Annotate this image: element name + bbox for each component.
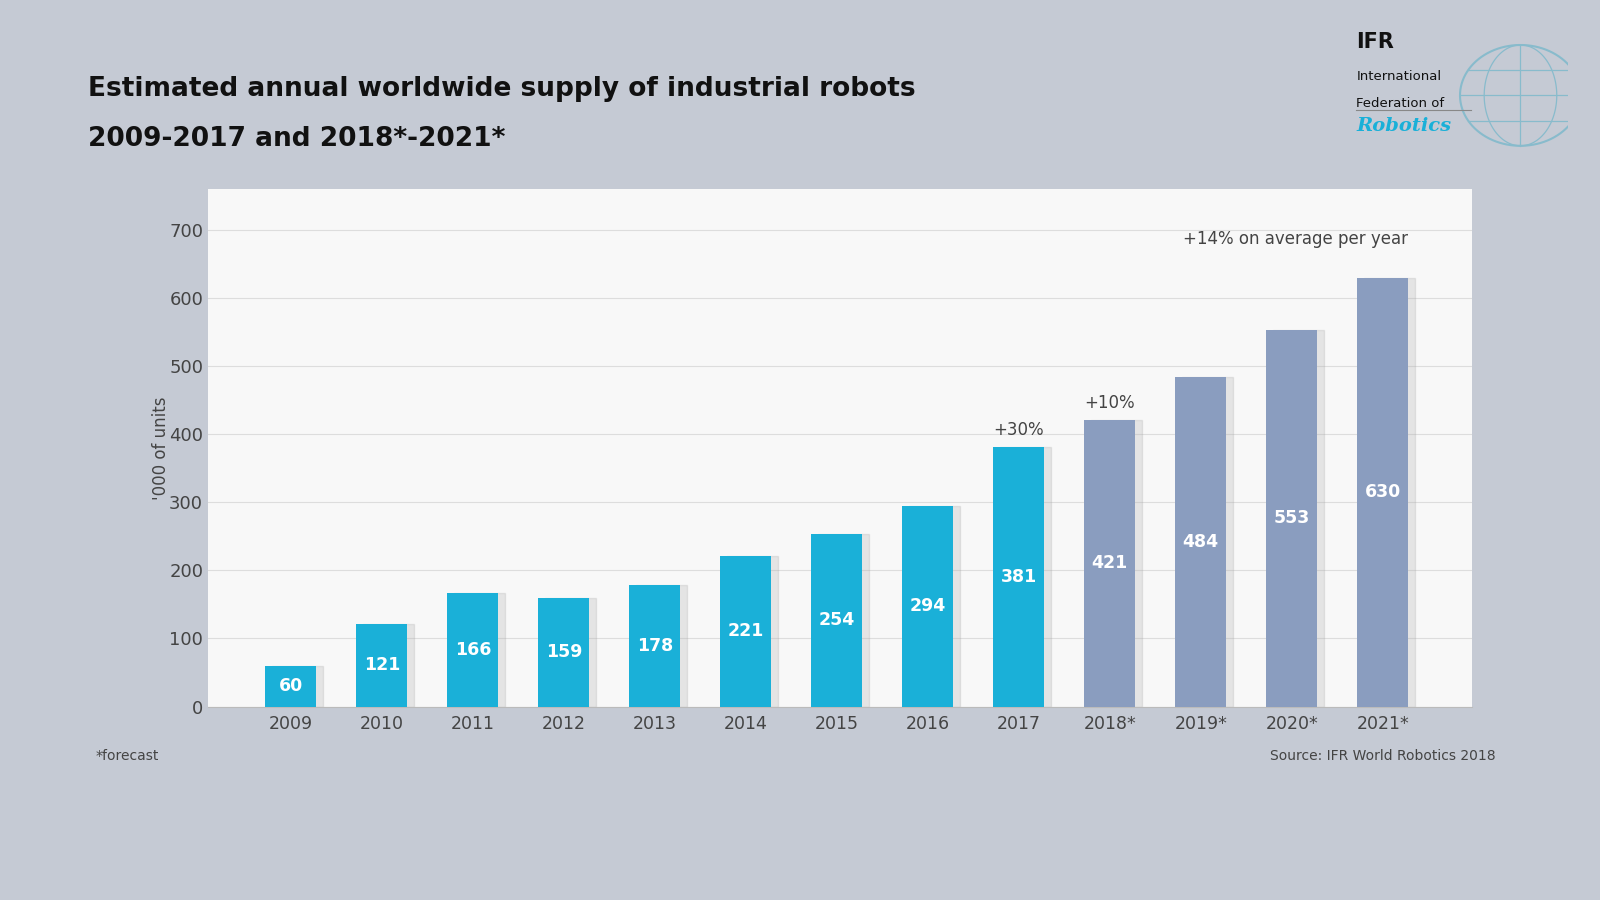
Bar: [1357, 277, 1408, 706]
Bar: [454, 593, 504, 706]
Text: 178: 178: [637, 637, 674, 655]
Bar: [909, 507, 960, 706]
Bar: [266, 666, 317, 706]
Bar: [811, 534, 862, 706]
Bar: [1266, 330, 1317, 706]
Text: 553: 553: [1274, 509, 1310, 527]
Bar: [1085, 419, 1136, 706]
Text: 421: 421: [1091, 554, 1128, 572]
Text: 2009-2017 and 2018*-2021*: 2009-2017 and 2018*-2021*: [88, 126, 506, 152]
Text: +14% on average per year: +14% on average per year: [1182, 230, 1408, 248]
Bar: [629, 585, 680, 706]
Bar: [1091, 419, 1142, 706]
Bar: [538, 598, 589, 706]
Text: 60: 60: [278, 677, 302, 695]
Bar: [544, 598, 595, 706]
Bar: [1272, 330, 1323, 706]
Bar: [994, 447, 1045, 706]
Bar: [1363, 277, 1414, 706]
Text: IFR: IFR: [1357, 32, 1394, 52]
Bar: [720, 556, 771, 707]
Text: 484: 484: [1182, 533, 1219, 551]
Text: 294: 294: [910, 598, 946, 616]
Text: +10%: +10%: [1085, 393, 1134, 411]
Text: 381: 381: [1000, 568, 1037, 586]
Text: 159: 159: [546, 644, 582, 662]
Bar: [902, 507, 954, 706]
Text: 221: 221: [728, 622, 765, 640]
Text: International: International: [1357, 70, 1442, 83]
Text: 121: 121: [363, 656, 400, 674]
Text: Robotics: Robotics: [1357, 117, 1451, 135]
Text: +30%: +30%: [994, 421, 1045, 439]
Text: Federation of: Federation of: [1357, 97, 1445, 110]
Bar: [363, 624, 414, 706]
Bar: [357, 624, 408, 706]
Bar: [635, 585, 686, 706]
Text: 254: 254: [819, 611, 854, 629]
Bar: [818, 534, 869, 706]
Text: Source: IFR World Robotics 2018: Source: IFR World Robotics 2018: [1270, 749, 1496, 763]
Bar: [1176, 377, 1226, 706]
Bar: [1182, 377, 1232, 706]
Text: 166: 166: [454, 641, 491, 659]
Y-axis label: '000 of units: '000 of units: [152, 396, 170, 500]
Bar: [726, 556, 778, 707]
Bar: [272, 666, 323, 706]
Text: *forecast: *forecast: [96, 749, 160, 763]
Bar: [448, 593, 498, 706]
Bar: [1000, 447, 1051, 706]
Text: Estimated annual worldwide supply of industrial robots: Estimated annual worldwide supply of ind…: [88, 76, 915, 103]
Text: 630: 630: [1365, 483, 1402, 501]
